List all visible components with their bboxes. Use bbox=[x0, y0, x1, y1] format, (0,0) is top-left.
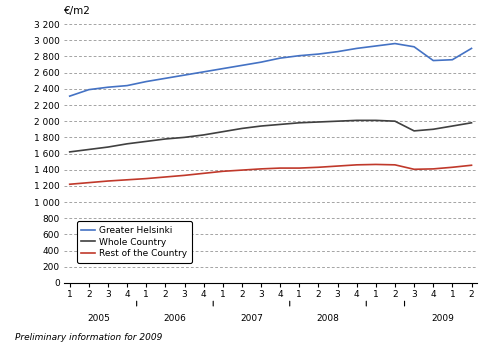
Whole Country bbox=[258, 124, 264, 128]
Whole Country bbox=[239, 126, 245, 130]
Whole Country bbox=[468, 121, 474, 125]
Rest of the Country bbox=[411, 167, 417, 171]
Whole Country bbox=[296, 121, 302, 125]
Whole Country bbox=[354, 118, 360, 122]
Text: 2005: 2005 bbox=[87, 314, 110, 323]
Line: Rest of the Country: Rest of the Country bbox=[70, 165, 471, 184]
Rest of the Country bbox=[239, 168, 245, 172]
Whole Country bbox=[201, 133, 207, 137]
Line: Greater Helsinki: Greater Helsinki bbox=[70, 43, 471, 96]
Whole Country bbox=[162, 137, 168, 141]
Text: 2009: 2009 bbox=[431, 314, 454, 323]
Greater Helsinki bbox=[468, 46, 474, 50]
Whole Country bbox=[67, 150, 73, 154]
Rest of the Country bbox=[468, 163, 474, 167]
Whole Country bbox=[430, 127, 436, 131]
Line: Whole Country: Whole Country bbox=[70, 120, 471, 152]
Whole Country bbox=[182, 135, 187, 139]
Whole Country bbox=[392, 119, 398, 123]
Greater Helsinki bbox=[201, 70, 207, 74]
Rest of the Country bbox=[335, 164, 340, 168]
Greater Helsinki bbox=[67, 94, 73, 98]
Greater Helsinki bbox=[277, 56, 283, 60]
Whole Country bbox=[449, 124, 455, 128]
Greater Helsinki bbox=[392, 41, 398, 46]
Greater Helsinki bbox=[354, 46, 360, 50]
Greater Helsinki bbox=[182, 73, 187, 77]
Rest of the Country bbox=[392, 163, 398, 167]
Text: 2006: 2006 bbox=[163, 314, 186, 323]
Rest of the Country bbox=[373, 162, 379, 167]
Rest of the Country bbox=[67, 182, 73, 186]
Rest of the Country bbox=[143, 177, 149, 181]
Greater Helsinki bbox=[335, 50, 340, 54]
Whole Country bbox=[335, 119, 340, 123]
Greater Helsinki bbox=[86, 88, 92, 92]
Rest of the Country bbox=[449, 165, 455, 169]
Greater Helsinki bbox=[373, 44, 379, 48]
Greater Helsinki bbox=[258, 60, 264, 64]
Text: €/m2: €/m2 bbox=[64, 7, 91, 16]
Rest of the Country bbox=[258, 167, 264, 171]
Whole Country bbox=[220, 130, 226, 134]
Greater Helsinki bbox=[449, 58, 455, 62]
Whole Country bbox=[105, 145, 111, 149]
Text: 2008: 2008 bbox=[316, 314, 339, 323]
Text: 2007: 2007 bbox=[240, 314, 263, 323]
Whole Country bbox=[86, 147, 92, 151]
Greater Helsinki bbox=[411, 45, 417, 49]
Rest of the Country bbox=[162, 175, 168, 179]
Legend: Greater Helsinki, Whole Country, Rest of the Country: Greater Helsinki, Whole Country, Rest of… bbox=[77, 221, 192, 263]
Greater Helsinki bbox=[162, 76, 168, 80]
Rest of the Country bbox=[86, 180, 92, 185]
Rest of the Country bbox=[201, 171, 207, 175]
Greater Helsinki bbox=[315, 52, 321, 56]
Text: Preliminary information for 2009: Preliminary information for 2009 bbox=[15, 333, 162, 342]
Rest of the Country bbox=[430, 167, 436, 171]
Rest of the Country bbox=[105, 179, 111, 183]
Whole Country bbox=[411, 129, 417, 133]
Greater Helsinki bbox=[143, 79, 149, 83]
Greater Helsinki bbox=[430, 58, 436, 62]
Rest of the Country bbox=[124, 178, 130, 182]
Whole Country bbox=[124, 142, 130, 146]
Rest of the Country bbox=[354, 163, 360, 167]
Rest of the Country bbox=[277, 166, 283, 170]
Greater Helsinki bbox=[124, 83, 130, 88]
Greater Helsinki bbox=[296, 53, 302, 58]
Rest of the Country bbox=[296, 166, 302, 170]
Whole Country bbox=[143, 139, 149, 144]
Rest of the Country bbox=[220, 169, 226, 174]
Greater Helsinki bbox=[105, 85, 111, 89]
Whole Country bbox=[277, 122, 283, 127]
Whole Country bbox=[315, 120, 321, 124]
Whole Country bbox=[373, 118, 379, 122]
Rest of the Country bbox=[182, 173, 187, 177]
Greater Helsinki bbox=[239, 63, 245, 68]
Greater Helsinki bbox=[220, 67, 226, 71]
Rest of the Country bbox=[315, 165, 321, 169]
